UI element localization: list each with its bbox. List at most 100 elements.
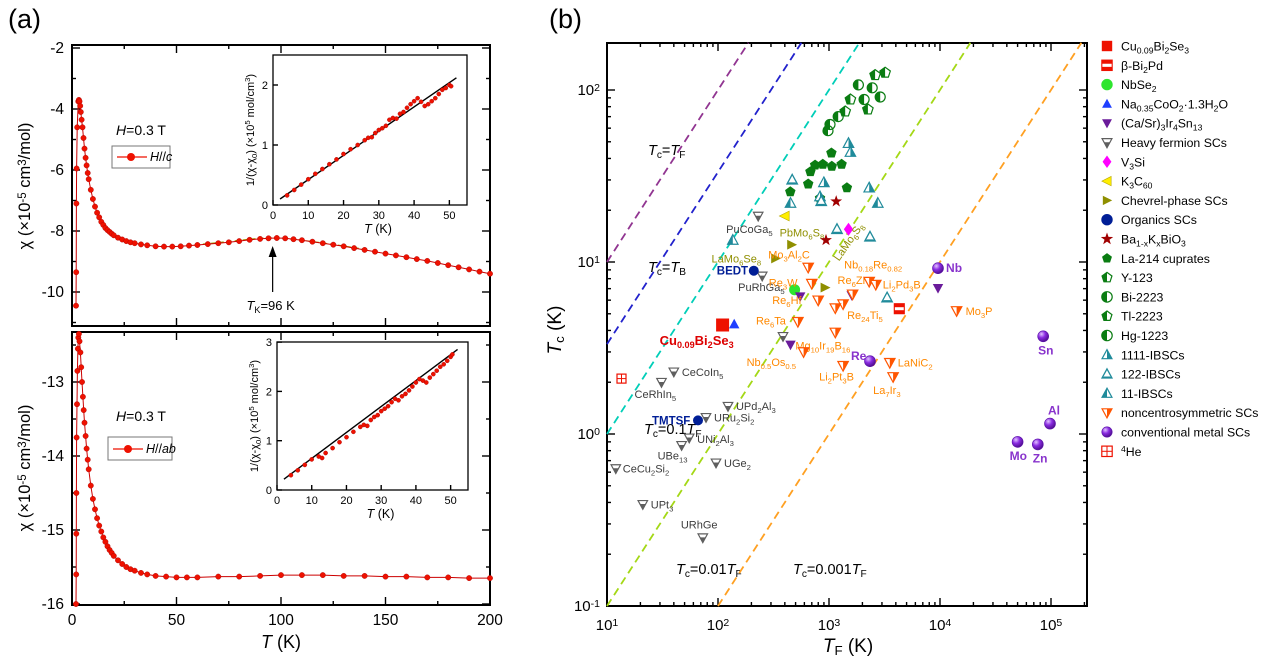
marker-heavy-fermion: [777, 331, 789, 343]
marker-cu-bi2se3: [716, 318, 730, 332]
marker-heavy-fermion: [756, 271, 768, 283]
point-label: LaMo6Se8: [712, 253, 762, 267]
marker-heavy-fermion: [683, 433, 695, 445]
b-x-tick-label: 103: [818, 617, 841, 634]
legend-marker: [1101, 271, 1113, 283]
data-point: [445, 574, 452, 581]
data-point: [225, 239, 232, 246]
marker-y123: [844, 93, 857, 105]
data-point: [330, 241, 337, 248]
data-point: [73, 302, 79, 309]
b-x-tick-label: 104: [929, 617, 952, 634]
marker-na-coo2: [728, 318, 740, 329]
point-label: Re24Ti5: [847, 310, 883, 324]
inset-point: [450, 352, 455, 357]
inset-point: [408, 101, 413, 107]
data-point: [83, 445, 90, 452]
marker-ibsc1111: [842, 136, 855, 149]
data-point: [73, 530, 80, 537]
inset-point: [368, 417, 374, 423]
inset-point: [330, 445, 335, 451]
data-point: [76, 338, 83, 345]
point-label: PbMo6S8: [780, 228, 825, 242]
data-point: [466, 575, 472, 581]
inset-point: [291, 187, 297, 193]
inset-point: [448, 83, 454, 89]
panel-a: -2 -4 -6 -8 -10 H=0.3 T H//c TK=96 K χ (×10-5 cm…: [16, 40, 503, 652]
data-point: [77, 349, 84, 356]
inset-point: [357, 424, 363, 430]
marker-ba-k-bio3: [820, 233, 832, 246]
legend-marker: [1101, 348, 1113, 360]
series-heavy-fermion: PuCoGa5 PuRhGa5 CeCoIn5 CeRhIn5 CeCu2Si2UBe1…: [610, 211, 789, 544]
inset-point: [394, 116, 399, 121]
inset-point: [298, 182, 304, 187]
point-label: Zn: [1033, 451, 1048, 465]
legend-marker: [1102, 195, 1113, 206]
b-x-tick-label: 101: [596, 617, 619, 634]
point-label: LaNiC2: [898, 358, 933, 372]
series-k3c60: [778, 210, 790, 222]
legend-label: Y-123: [1121, 271, 1153, 285]
marker-ibsc11: [726, 233, 740, 245]
legend-label: NbSe2: [1121, 78, 1157, 94]
marker-ncs: [829, 303, 842, 315]
inset-x-tick: 30: [375, 495, 387, 507]
data-point: [92, 506, 98, 513]
panel-b-xlabel: TF (K): [823, 636, 873, 658]
legend-label: La-214 cuprates: [1121, 252, 1210, 266]
point-label: Al: [1048, 404, 1060, 418]
data-point: [487, 575, 493, 581]
legend-label: Chevrel-phase SCs: [1121, 194, 1228, 208]
inset-x-tick: 20: [337, 210, 349, 222]
marker-conventional: [1011, 436, 1024, 448]
point-label: UPt3: [651, 499, 674, 513]
data-point: [476, 268, 483, 275]
data-point: [246, 236, 253, 243]
data-point: [173, 574, 180, 581]
data-point: [76, 330, 82, 337]
inset-xlabel: T (K): [367, 507, 395, 521]
panel-a-tag: (a): [8, 4, 41, 34]
inset-point: [423, 380, 429, 385]
marker-heavy-fermion: [697, 533, 709, 544]
marker-la214: [805, 166, 816, 177]
marker-conventional: [1044, 417, 1056, 430]
marker-ncs: [829, 327, 842, 340]
inset-x-tick: 20: [340, 495, 352, 507]
data-point: [84, 170, 91, 176]
inset-point: [305, 176, 311, 182]
data-point: [74, 124, 81, 131]
data-point: [282, 235, 289, 242]
panel-a-plot-a-top: -2 -4 -6 -8 -10 H=0.3 T H//c TK=96 K χ (×10-5 cm…: [16, 40, 493, 327]
point-label: CeCu2Si2: [623, 464, 669, 478]
data-point: [77, 109, 84, 115]
marker-heavy-fermion: [752, 211, 764, 223]
legend-marker: [1101, 329, 1113, 342]
inset-x-tick: 30: [373, 210, 385, 222]
inset-point: [362, 137, 368, 143]
data-point: [194, 242, 201, 248]
inset-point: [425, 101, 431, 107]
marker-ibsc1111: [862, 181, 876, 193]
point-label: La7Ir3: [873, 385, 901, 399]
legend-marker: [1101, 445, 1113, 458]
point-label: Sn: [1038, 343, 1053, 357]
legend-label: Tl-2223: [1121, 310, 1163, 324]
data-point: [340, 243, 347, 250]
marker-ibsc1111: [844, 145, 857, 157]
marker-la214: [809, 159, 821, 170]
inset-point: [415, 95, 420, 101]
y-tick-label: -8: [50, 223, 64, 240]
data-point: [144, 242, 151, 249]
legend-label: β-Bi2Pd: [1121, 59, 1163, 75]
inset-point: [436, 91, 442, 97]
guide-line: [606, 42, 750, 263]
inset-point: [396, 397, 401, 403]
marker-la214: [841, 182, 853, 193]
legend-label: 11-IBSCs: [1121, 387, 1173, 401]
x-tick-label: 0: [68, 612, 77, 629]
inset-point: [302, 462, 308, 468]
marker-chevrel: [820, 282, 831, 293]
legend-marker: [1100, 367, 1114, 379]
